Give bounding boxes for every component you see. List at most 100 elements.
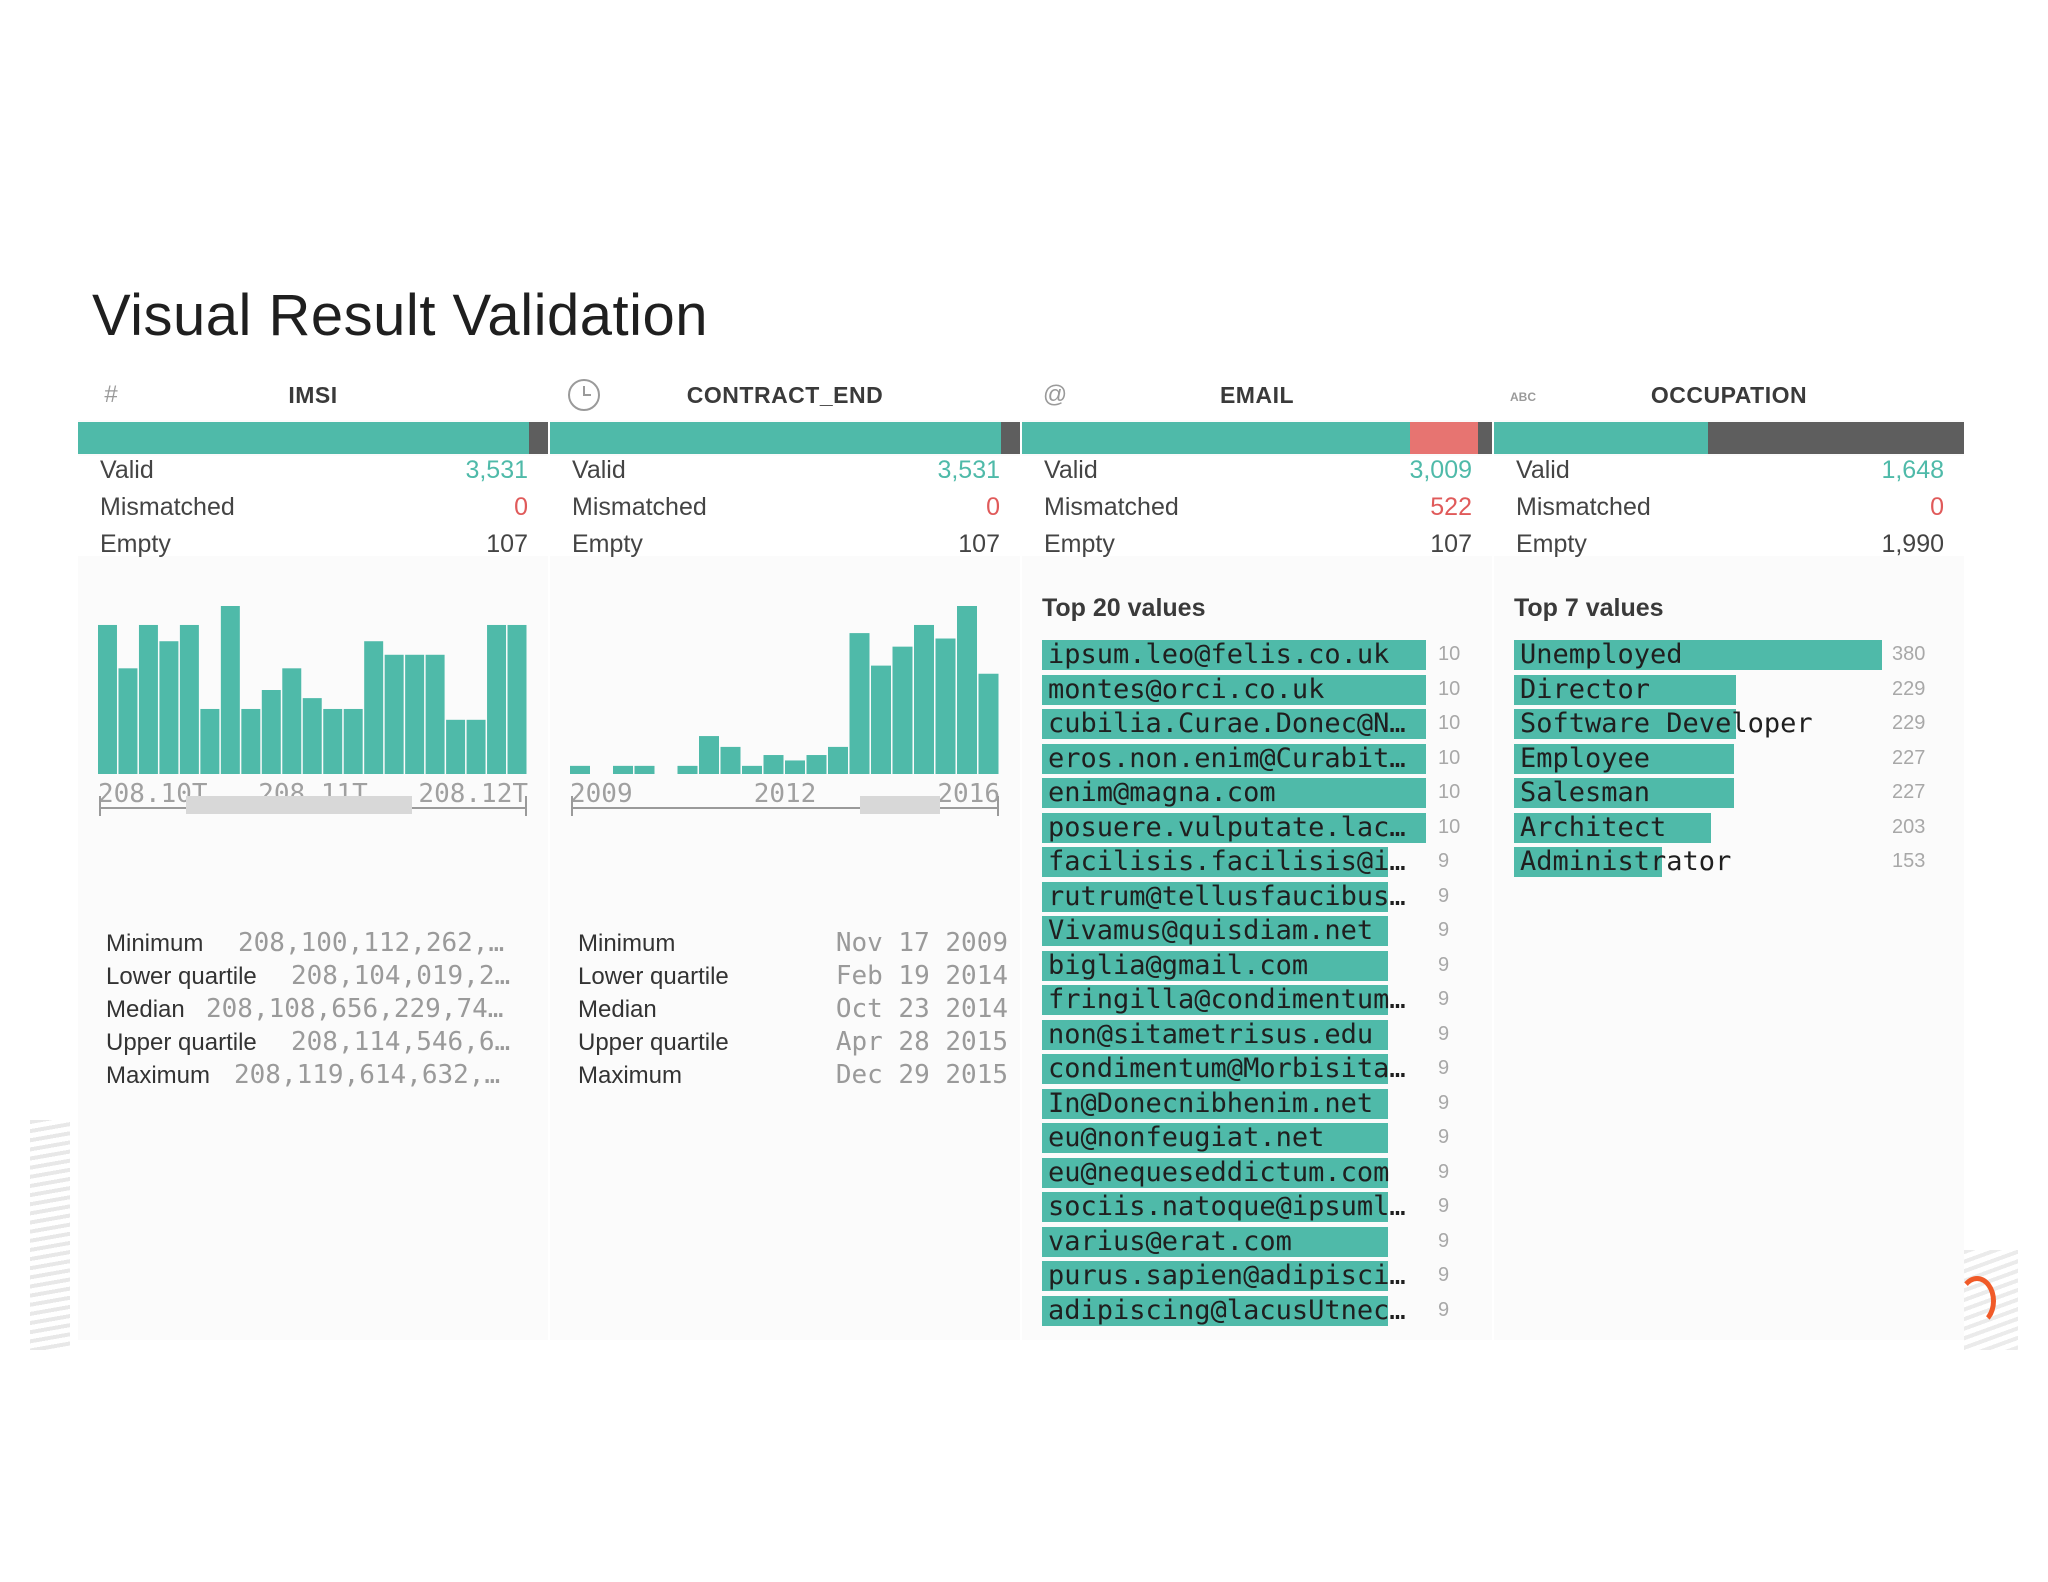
quality-segment-empty[interactable] xyxy=(1001,422,1020,454)
top-value-item[interactable]: purus.sapien@adipisci… 9 xyxy=(1042,1259,1482,1294)
histogram-bar[interactable] xyxy=(613,765,633,774)
histogram-bar[interactable] xyxy=(384,654,404,774)
quality-segment-valid[interactable] xyxy=(550,422,1002,454)
histogram-bar[interactable] xyxy=(763,755,784,774)
histogram-bar[interactable] xyxy=(785,760,805,774)
histogram-bar[interactable] xyxy=(935,638,956,774)
stat-row-mismatched[interactable]: Mismatched 0 xyxy=(1516,493,1944,529)
histogram-bar[interactable] xyxy=(466,719,486,774)
histogram-bar[interactable] xyxy=(159,641,179,774)
histogram-bar[interactable] xyxy=(323,708,343,774)
stat-row-valid[interactable]: Valid 3,009 xyxy=(1044,456,1472,492)
stat-row-mismatched[interactable]: Mismatched 0 xyxy=(572,493,1000,529)
histogram-bar[interactable] xyxy=(364,641,384,774)
histogram-bar[interactable] xyxy=(677,765,698,774)
top-value-item[interactable]: non@sitametrisus.edu 9 xyxy=(1042,1018,1482,1053)
column-header[interactable]: # IMSI xyxy=(78,368,548,420)
top-value-bar xyxy=(1514,812,1711,843)
histogram-bar[interactable] xyxy=(343,708,363,774)
top-value-item[interactable]: eu@nonfeugiat.net 9 xyxy=(1042,1121,1482,1156)
histogram-bar[interactable] xyxy=(282,668,302,774)
histogram-bar[interactable] xyxy=(138,624,158,774)
histogram-bar[interactable] xyxy=(220,606,240,774)
stat-row-valid[interactable]: Valid 3,531 xyxy=(572,456,1000,492)
stat-row-empty[interactable]: Empty 1,990 xyxy=(1516,530,1944,566)
top-value-item[interactable]: ipsum.leo@felis.co.uk 10 xyxy=(1042,638,1482,673)
histogram-bar[interactable] xyxy=(892,646,913,774)
stat-row-valid[interactable]: Valid 1,648 xyxy=(1516,456,1944,492)
top-value-item[interactable]: rutrum@tellusfaucibus… 9 xyxy=(1042,880,1482,915)
histogram-bar[interactable] xyxy=(742,765,762,774)
quality-segment-valid[interactable] xyxy=(1494,422,1708,454)
histogram-bar[interactable] xyxy=(634,765,655,774)
top-value-item[interactable]: facilisis.facilisis@i… 9 xyxy=(1042,845,1482,880)
histogram-bar[interactable] xyxy=(507,624,527,774)
top-value-item[interactable]: Unemployed 380 xyxy=(1514,638,1954,673)
top-value-item[interactable]: Architect 203 xyxy=(1514,811,1954,846)
histogram-axis-label: 2012 xyxy=(754,779,817,809)
histogram-bar[interactable] xyxy=(118,668,138,774)
top-value-item[interactable]: condimentum@Morbisita… 9 xyxy=(1042,1052,1482,1087)
top-value-item[interactable]: Administrator 153 xyxy=(1514,845,1954,880)
histogram-bar[interactable] xyxy=(828,746,848,774)
histogram-bar[interactable] xyxy=(978,673,999,774)
top-value-item[interactable]: Director 229 xyxy=(1514,673,1954,708)
quality-segment-valid[interactable] xyxy=(1022,422,1410,454)
top-value-item[interactable]: eros.non.enim@Curabit… 10 xyxy=(1042,742,1482,777)
top-value-item[interactable]: sociis.natoque@ipsuml… 9 xyxy=(1042,1190,1482,1225)
top-value-item[interactable]: eu@nequeseddictum.com 9 xyxy=(1042,1156,1482,1191)
histogram-bar[interactable] xyxy=(179,624,199,774)
histogram-bar[interactable] xyxy=(446,719,466,774)
histogram[interactable]: 208.10T 208.11T 208.12T xyxy=(98,606,528,816)
column-header[interactable]: @ EMAIL xyxy=(1022,368,1492,420)
histogram-bar[interactable] xyxy=(200,708,220,774)
stat-row-empty[interactable]: Empty 107 xyxy=(572,530,1000,566)
top-value-item[interactable]: cubilia.Curae.Donec@N… 10 xyxy=(1042,707,1482,742)
histogram-bar[interactable] xyxy=(98,624,117,774)
top-value-item[interactable]: varius@erat.com 9 xyxy=(1042,1225,1482,1260)
histogram-bar[interactable] xyxy=(425,654,445,774)
top-value-item[interactable]: Software Developer 229 xyxy=(1514,707,1954,742)
histogram-bar[interactable] xyxy=(261,690,281,774)
top-value-item[interactable]: enim@magna.com 10 xyxy=(1042,776,1482,811)
histogram-bar[interactable] xyxy=(302,698,322,774)
top-value-item[interactable]: montes@orci.co.uk 10 xyxy=(1042,673,1482,708)
histogram-bar[interactable] xyxy=(405,654,425,774)
stat-row-empty[interactable]: Empty 107 xyxy=(100,530,528,566)
histogram-bar[interactable] xyxy=(487,624,507,774)
quality-segment-mismatched[interactable] xyxy=(1409,422,1478,454)
top-value-item[interactable]: Employee 227 xyxy=(1514,742,1954,777)
quality-segment-empty[interactable] xyxy=(1707,422,1964,454)
quality-segment-empty[interactable] xyxy=(529,422,548,454)
stat-row-mismatched[interactable]: Mismatched 0 xyxy=(100,493,528,529)
histogram-bar[interactable] xyxy=(849,633,870,774)
column-header[interactable]: CONTRACT_END xyxy=(550,368,1020,420)
data-quality-bar[interactable] xyxy=(1022,422,1492,454)
top-value-item[interactable]: Vivamus@quisdiam.net 9 xyxy=(1042,914,1482,949)
column-header[interactable]: ABC OCCUPATION xyxy=(1494,368,1964,420)
histogram-bar[interactable] xyxy=(570,765,590,774)
histogram[interactable]: 2009 2012 2016 xyxy=(570,606,1000,816)
histogram-bar[interactable] xyxy=(957,606,977,774)
stat-row-valid[interactable]: Valid 3,531 xyxy=(100,456,528,492)
histogram-bar[interactable] xyxy=(871,665,891,774)
stat-row-mismatched[interactable]: Mismatched 522 xyxy=(1044,493,1472,529)
data-quality-bar[interactable] xyxy=(78,422,548,454)
top-value-item[interactable]: biglia@gmail.com 9 xyxy=(1042,949,1482,984)
histogram-bar[interactable] xyxy=(914,624,934,774)
top-value-item[interactable]: adipiscing@lacusUtnec… 9 xyxy=(1042,1294,1482,1329)
top-value-label: eu@nequeseddictum.com xyxy=(1048,1156,1390,1188)
histogram-bar[interactable] xyxy=(241,708,261,774)
quality-segment-valid[interactable] xyxy=(78,422,530,454)
top-value-item[interactable]: Salesman 227 xyxy=(1514,776,1954,811)
histogram-bar[interactable] xyxy=(699,736,719,774)
top-value-item[interactable]: In@Donecnibhenim.net 9 xyxy=(1042,1087,1482,1122)
top-value-item[interactable]: posuere.vulputate.lac… 10 xyxy=(1042,811,1482,846)
histogram-bar[interactable] xyxy=(720,746,741,774)
top-value-item[interactable]: fringilla@condimentum… 9 xyxy=(1042,983,1482,1018)
histogram-bar[interactable] xyxy=(806,755,827,774)
stat-row-empty[interactable]: Empty 107 xyxy=(1044,530,1472,566)
data-quality-bar[interactable] xyxy=(550,422,1020,454)
quality-segment-empty[interactable] xyxy=(1477,422,1492,454)
data-quality-bar[interactable] xyxy=(1494,422,1964,454)
